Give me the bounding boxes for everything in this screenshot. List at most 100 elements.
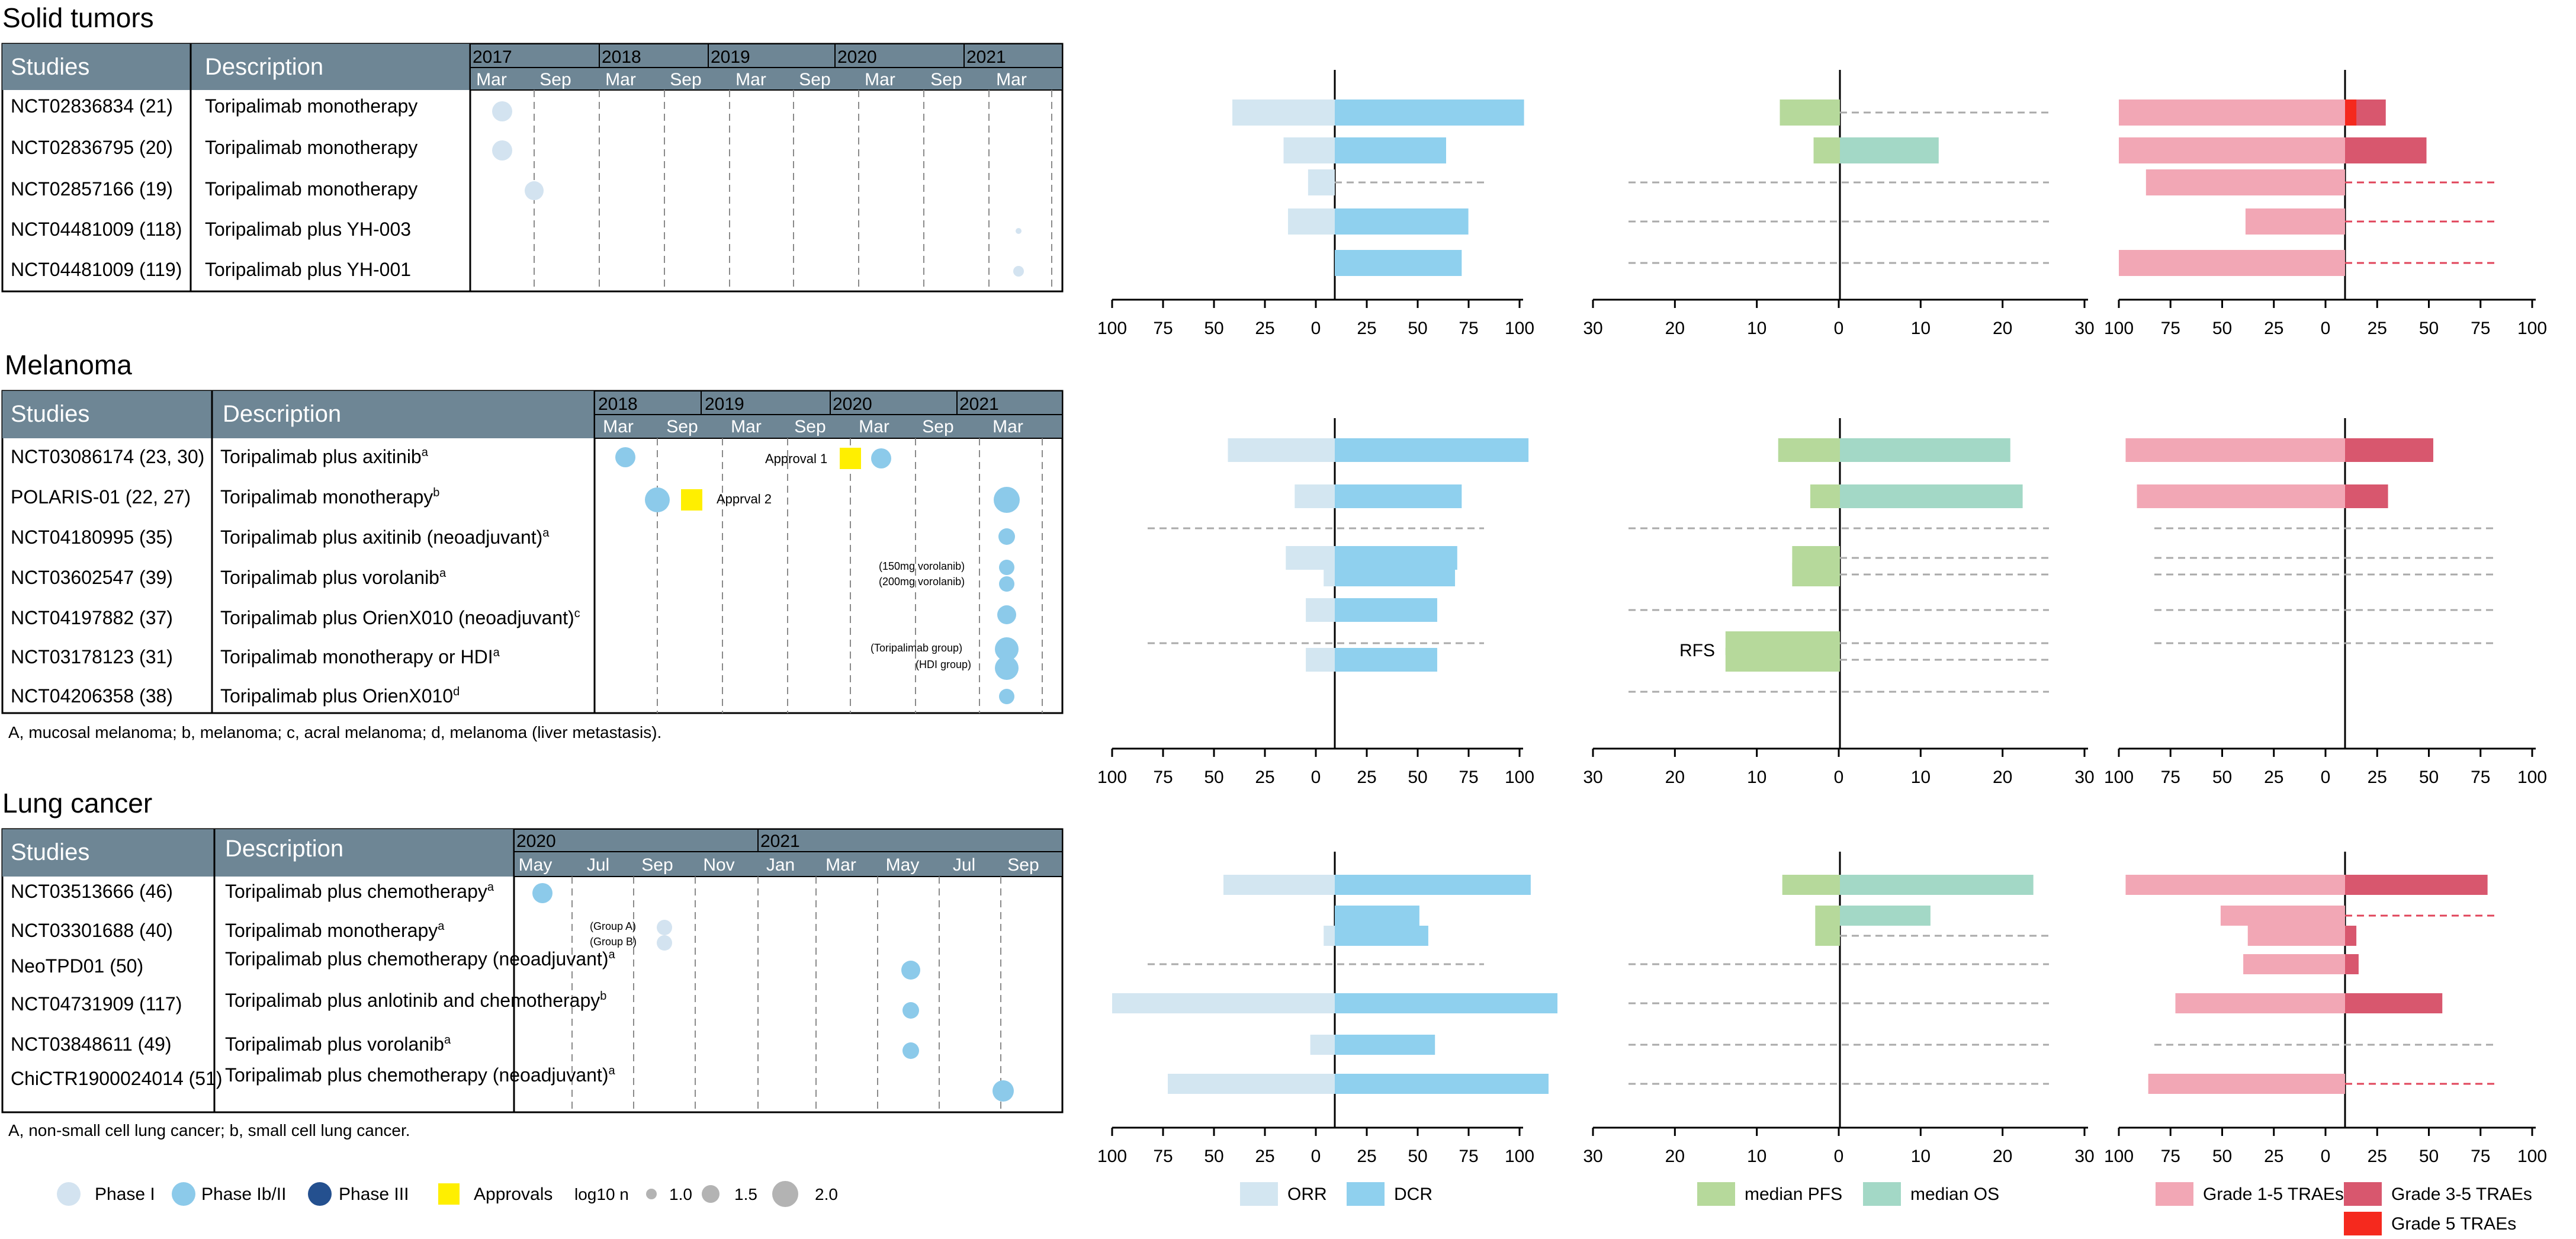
- study-description: Toripalimab monotherapy or HDIa: [220, 646, 500, 667]
- bar-grade-1-5-traes: [2148, 1074, 2345, 1094]
- bar-grade-1-5-traes: [2243, 954, 2345, 974]
- legend-label-orr: ORR: [1287, 1185, 1327, 1204]
- x-tick-label: 30: [2074, 768, 2094, 787]
- x-tick-label: 75: [1459, 319, 1478, 338]
- study-description: Toripalimab plus OrienX010 (neoadjuvant)…: [220, 607, 580, 628]
- annotation: (Group A): [590, 920, 636, 932]
- bar-median-pfs: [1778, 438, 1840, 462]
- year-label: 2021: [959, 394, 999, 414]
- legend-swatch-median-os: [1863, 1182, 1901, 1206]
- annotation: (HDI group): [916, 659, 971, 670]
- month-label: Mar: [605, 70, 636, 89]
- trial-bubble: [615, 447, 635, 467]
- x-tick-label: 100: [2104, 319, 2134, 338]
- legend-phase-1-marker: [57, 1182, 81, 1206]
- section-title-solid-tumors: Solid tumors: [2, 2, 154, 33]
- trial-bubble: [994, 487, 1020, 513]
- annotation: (150mg vorolanib): [879, 560, 965, 572]
- table-header-bg: [2, 829, 514, 877]
- trial-bubble: [995, 637, 1019, 661]
- bar-grade-1-5-traes: [2119, 250, 2345, 276]
- bar-median-os: [1840, 484, 2023, 508]
- trial-bubble: [645, 487, 670, 512]
- x-tick-label: 100: [1505, 1147, 1534, 1166]
- month-header-bg: [470, 67, 1063, 91]
- x-tick-label: 100: [2517, 768, 2547, 787]
- bar-orr: [1306, 598, 1335, 622]
- x-tick-label: 25: [1357, 768, 1376, 787]
- chart-group-2: 100 75 50 25 0 25 50 75 100: [2104, 852, 2547, 1166]
- footnote: A, mucosal melanoma; b, melanoma; c, acr…: [8, 723, 661, 742]
- x-tick-label: 25: [2368, 768, 2387, 787]
- x-tick-label: 10: [1911, 768, 1931, 787]
- x-tick-label: 20: [1665, 319, 1685, 338]
- month-header-bg: [513, 851, 1063, 877]
- month-label: Sep: [930, 70, 962, 89]
- header-studies: Studies: [11, 839, 89, 865]
- bar-dcr: [1335, 250, 1462, 276]
- x-tick-label: 20: [1993, 768, 2012, 787]
- study-description: Toripalimab plus YH-003: [205, 219, 411, 240]
- trial-bubble: [999, 560, 1014, 575]
- bar-grade-3-5-traes: [2345, 993, 2443, 1013]
- legend-swatch-median-pfs: [1697, 1182, 1735, 1206]
- year-label: 2019: [711, 47, 750, 67]
- study-id: NCT04197882 (37): [11, 607, 173, 628]
- x-tick-label: 100: [2517, 319, 2547, 338]
- legend-label-median-pfs: median PFS: [1745, 1185, 1842, 1204]
- study-id: NCT02857166 (19): [11, 178, 173, 200]
- x-tick-label: 100: [2104, 768, 2134, 787]
- trial-bubble: [657, 920, 672, 935]
- trial-bubble: [525, 181, 544, 200]
- x-tick-label: 30: [1583, 319, 1602, 338]
- annotation-rfs: RFS: [1679, 641, 1715, 660]
- study-id: NCT03301688 (40): [11, 920, 173, 941]
- trial-bubble: [993, 1080, 1014, 1102]
- chart-group-2: 30 20 10 0 10 20 30: [1583, 852, 2095, 1166]
- study-description: Toripalimab plus YH-001: [205, 259, 411, 280]
- x-tick-label: 25: [1255, 319, 1274, 338]
- legend-phase-3-label: Phase III: [339, 1185, 409, 1204]
- x-tick-label: 25: [1255, 768, 1274, 787]
- x-tick-label: 75: [1153, 768, 1173, 787]
- bar-dcr: [1335, 137, 1446, 163]
- bar-grade-1-5-traes: [2119, 99, 2345, 126]
- study-id: NCT04731909 (117): [11, 993, 182, 1015]
- month-label: Jul: [953, 855, 975, 875]
- study-id: NCT03513666 (46): [11, 881, 173, 902]
- x-tick-label: 75: [1153, 319, 1173, 338]
- x-tick-label: 50: [2212, 768, 2232, 787]
- legend-approvals-marker: [438, 1183, 460, 1205]
- bar-grade-3-5-traes: [2345, 137, 2427, 163]
- annotation: (200mg vorolanib): [879, 576, 965, 588]
- bar-dcr: [1335, 438, 1529, 462]
- legend-approvals-label: Approvals: [474, 1185, 553, 1204]
- year-label: 2019: [705, 394, 744, 414]
- trial-bubble: [999, 576, 1014, 592]
- bar-orr: [1308, 169, 1335, 195]
- x-tick-label: 75: [2471, 319, 2490, 338]
- study-description: Toripalimab plus axitinib (neoadjuvant)a: [220, 527, 550, 548]
- x-tick-label: 0: [2321, 1147, 2331, 1166]
- legend-swatch-orr: [1240, 1182, 1278, 1206]
- annotation: Apprval 2: [717, 492, 772, 506]
- bar-orr: [1232, 99, 1335, 126]
- legend-swatch-grade-3-5-traes: [2344, 1182, 2382, 1206]
- year-label: 2020: [837, 47, 877, 67]
- year-label: 2018: [602, 47, 641, 67]
- trial-bubble: [1013, 266, 1024, 277]
- x-tick-label: 50: [1408, 319, 1427, 338]
- chart-group-0: 30 20 10 0 10 20 30: [1583, 70, 2095, 338]
- header-description: Description: [205, 54, 323, 80]
- legend-size-title: log10 n: [574, 1185, 629, 1203]
- bar-orr: [1223, 875, 1335, 895]
- x-tick-label: 30: [1583, 1147, 1602, 1166]
- x-tick-label: 75: [1459, 768, 1478, 787]
- legend-size-marker: [646, 1189, 657, 1199]
- legend-phase-3-marker: [308, 1182, 332, 1206]
- study-description: Toripalimab monotherapy: [205, 178, 417, 200]
- bar-median-os: [1840, 875, 2034, 895]
